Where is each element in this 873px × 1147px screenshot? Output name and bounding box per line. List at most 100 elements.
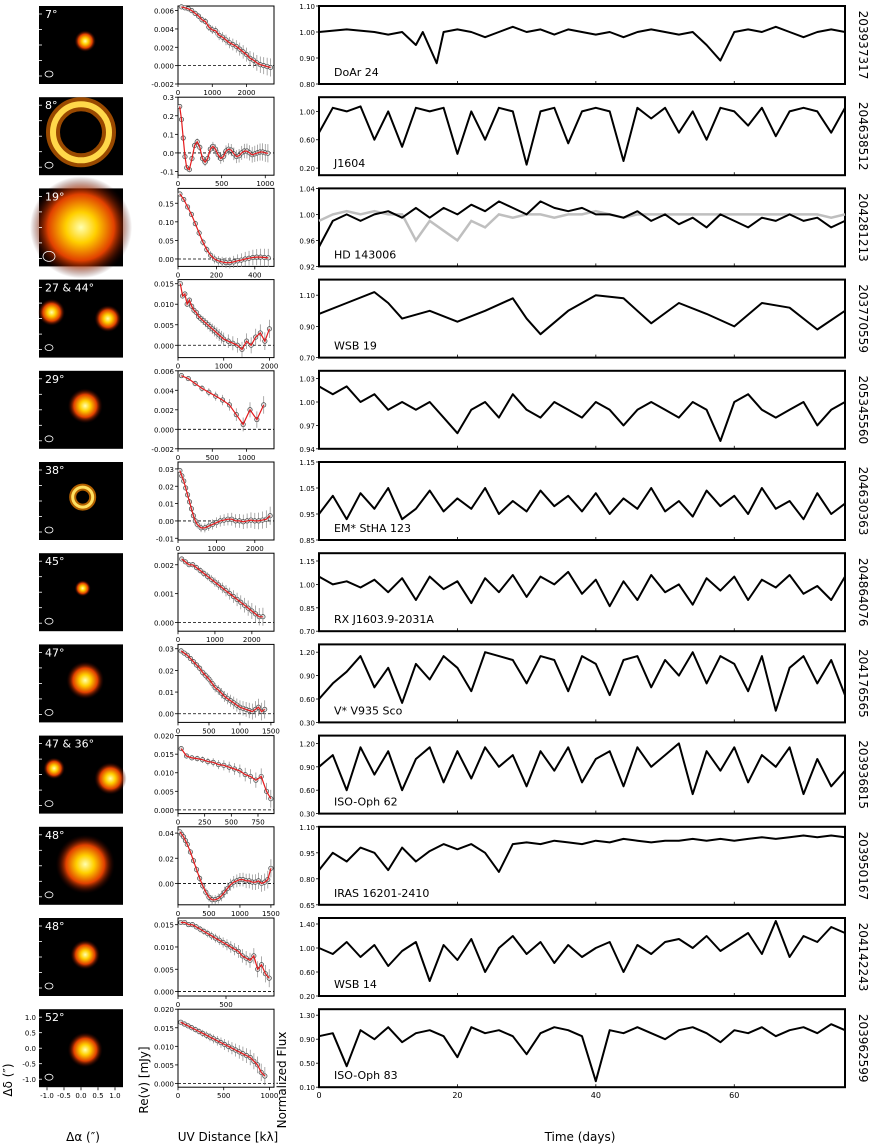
- beam-ellipse: [44, 161, 54, 169]
- image-panel: 19°: [29, 176, 133, 279]
- image-panel: 47 & 36°: [39, 735, 127, 814]
- y-tick-label: 1.10: [299, 824, 315, 832]
- y-tick-label: 0.97: [299, 422, 315, 430]
- image-panel: 27 & 44°: [38, 279, 123, 358]
- x-tick-label: 0: [176, 545, 180, 553]
- y-tick-label: 1.10: [299, 292, 315, 300]
- emission-blob: [67, 388, 103, 424]
- y-tick-label: 0.005: [154, 322, 174, 330]
- lightcurve-frame: [318, 5, 846, 85]
- y-tick-label: 0.1: [163, 131, 174, 139]
- y-tick-label: 0.85: [299, 537, 315, 545]
- visibility-panel: 0.00 0.05 0.10 0.15 0 200 400: [158, 187, 275, 279]
- x-tick-label: 1500: [262, 727, 280, 735]
- lightcurve-frame: [318, 369, 846, 450]
- x-tick-label: 1000: [207, 545, 225, 553]
- inclination-label: 27 & 44°: [45, 282, 94, 295]
- secondary-lightcurve: [318, 209, 846, 243]
- y-tick-label: 1.00: [299, 399, 315, 407]
- y-tick-label: -0.01: [156, 535, 174, 543]
- y-tick-label: 1.40: [299, 921, 315, 929]
- visibility-frame: [177, 279, 275, 359]
- lightcurve-frame: [318, 187, 846, 268]
- lightcurve-panel: 0.65 0.80 0.95 1.10 IRAS 16201-2410 203950167: [299, 824, 870, 910]
- beam-ellipse: [42, 250, 56, 262]
- y-tick-label: 0.90: [299, 55, 315, 63]
- x-tick-label: 0: [176, 1092, 180, 1100]
- image-panel: 47°: [39, 644, 123, 723]
- y-tick-label: 1.03: [299, 376, 315, 384]
- y-tick-label: 0.002: [154, 562, 174, 570]
- y-tick-label: 0.015: [154, 751, 174, 759]
- y-tick-label: 0.94: [299, 446, 315, 454]
- inclination-label: 52°: [45, 1011, 65, 1024]
- image-panel: 29°: [39, 370, 123, 449]
- x-tick-label: 0: [176, 363, 180, 371]
- visibility-panel: 0.00 0.02 0.04 0 500 1000 1500: [158, 826, 280, 918]
- x-tick-label: 0: [316, 1091, 321, 1100]
- lightcurve-xlabel: Time (days): [544, 1130, 616, 1144]
- epic-id: 203950167: [856, 831, 870, 900]
- image-background: [39, 462, 123, 540]
- x-tick-label: -1.0: [40, 1092, 54, 1100]
- visibility-frame: [177, 96, 275, 176]
- y-tick-label: 0.04: [158, 830, 174, 838]
- x-tick-label: 1000: [215, 363, 233, 371]
- y-tick-label: 1.00: [299, 29, 315, 37]
- model-curve: [180, 921, 270, 979]
- x-tick-label: 1000: [206, 636, 224, 644]
- beam-ellipse: [44, 70, 54, 78]
- y-tick-label: 1.00: [299, 581, 315, 589]
- lightcurve-column: 0.80 0.90 1.00 1.10 DoAr 24 203937317 0.20 0.60…: [299, 3, 870, 1100]
- x-tick-label: 0: [176, 271, 180, 279]
- visibility-frame: [177, 461, 275, 541]
- model-curve: [179, 283, 270, 351]
- lightcurve-line: [318, 570, 846, 608]
- image-axes: -1.0-1.0-0.5-0.50.00.00.50.51.01.0: [22, 1014, 120, 1100]
- y-tick-label: 0.90: [299, 764, 315, 772]
- star-name: EM* StHA 123: [334, 522, 411, 535]
- lightcurve-line: [318, 385, 846, 442]
- beam-ellipse: [44, 435, 54, 443]
- y-tick-label: 0.20: [299, 165, 315, 173]
- lightcurve-line: [318, 105, 846, 166]
- y-tick-label: 0.80: [299, 81, 315, 89]
- star-name: WSB 19: [334, 340, 377, 353]
- x-tick-label: 500: [219, 1001, 232, 1009]
- y-tick-label: 1.10: [299, 3, 315, 11]
- visibility-frame: [177, 187, 275, 267]
- inclination-label: 48°: [45, 829, 65, 842]
- y-tick-label: 0.000: [154, 1080, 174, 1088]
- emission-blob: [43, 757, 65, 780]
- emission-blob: [55, 834, 115, 894]
- x-tick-label: 1000: [231, 910, 249, 918]
- inclination-label: 29°: [45, 373, 65, 386]
- y-tick-label: 0.65: [299, 902, 315, 910]
- x-tick-label: 0: [176, 1001, 180, 1009]
- lightcurve-line: [318, 1023, 846, 1083]
- image-panel: 48°: [39, 826, 123, 905]
- x-tick-label: 500: [206, 454, 219, 462]
- x-tick-label: 2000: [243, 636, 261, 644]
- x-tick-label: 500: [225, 819, 238, 827]
- star-name: ISO-Oph 83: [334, 1069, 398, 1082]
- image-xlabel: Δα (″): [66, 1130, 100, 1144]
- y-tick-label: 1.20: [299, 649, 315, 657]
- y-tick-label: 0.000: [154, 807, 174, 815]
- x-tick-label: 1500: [262, 910, 280, 918]
- y-tick-label: 0.85: [299, 605, 315, 613]
- x-tick-label: 1000: [261, 1092, 279, 1100]
- x-tick-label: 250: [198, 819, 211, 827]
- x-tick-label: 0: [176, 180, 180, 188]
- y-tick-label: 0.2: [163, 113, 174, 121]
- y-tick-label: 0.01: [158, 689, 174, 697]
- visibility-frame: [177, 1008, 275, 1088]
- y-tick-label: 0.3: [163, 94, 174, 102]
- y-tick-label: 1.15: [299, 558, 315, 566]
- inclination-label: 48°: [45, 920, 65, 933]
- model-curve: [179, 106, 268, 171]
- beam-ellipse: [44, 617, 54, 625]
- epic-id: 204142243: [856, 923, 870, 992]
- lightcurve-panel: 0.92 0.96 1.00 1.04 HD 143006 204281213: [299, 185, 870, 271]
- visibility-panel: -0.1 0.0 0.1 0.2 0.3 0 500 1000: [160, 94, 275, 188]
